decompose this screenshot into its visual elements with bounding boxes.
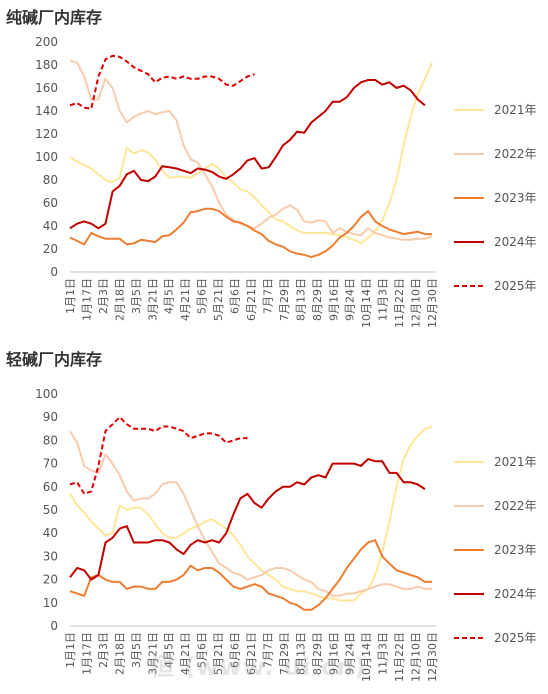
chart-title-light-soda: 轻碱厂内库存 bbox=[6, 350, 103, 369]
y-tick-label: 160 bbox=[35, 81, 58, 95]
x-tick-label: 6月21日 bbox=[245, 278, 258, 321]
legend-label: 2025年 bbox=[494, 631, 537, 645]
legend-label: 2022年 bbox=[494, 147, 537, 161]
series-line-0 bbox=[69, 425, 433, 602]
y-tick-label: 20 bbox=[43, 242, 58, 256]
series-line-1 bbox=[69, 430, 432, 597]
series-line-4 bbox=[69, 416, 248, 495]
legend-label: 2022年 bbox=[494, 499, 537, 513]
y-tick-label: 20 bbox=[43, 573, 58, 587]
legend-label: 2024年 bbox=[494, 235, 537, 249]
x-tick-label: 2月3日 bbox=[97, 278, 110, 314]
legend-label: 2021年 bbox=[494, 455, 537, 469]
x-tick-label: 9月24日 bbox=[344, 632, 357, 675]
legend-label: 2021年 bbox=[494, 103, 537, 117]
legend-label: 2023年 bbox=[494, 191, 537, 205]
y-tick-label: 70 bbox=[43, 457, 58, 471]
x-tick-label: 1月1日 bbox=[64, 278, 77, 314]
x-tick-label: 2月18日 bbox=[113, 278, 126, 321]
x-tick-label: 9月16日 bbox=[327, 278, 340, 321]
x-tick-label: 12月30日 bbox=[426, 278, 439, 328]
light-soda-inventory-chart: 0 10 20 30 40 50 60 70 80 90 100 1月1日 1月17日 2月3日 2月18日… bbox=[35, 387, 537, 682]
x-tick-label: 8月29日 bbox=[311, 632, 324, 675]
x-tick-label: 8月13日 bbox=[294, 632, 307, 675]
y-tick-label: 0 bbox=[50, 265, 58, 279]
y-tick-label: 60 bbox=[43, 480, 58, 494]
x-tick-label: 12月10日 bbox=[410, 278, 423, 328]
x-tick-label: 3月21日 bbox=[146, 632, 159, 675]
x-tick-label: 1月1日 bbox=[64, 632, 77, 668]
legend-label: 2024年 bbox=[494, 587, 537, 601]
y-tick-label: 40 bbox=[43, 219, 58, 233]
x-tick-label: 7月29日 bbox=[278, 278, 291, 321]
x-tick-label: 11月3日 bbox=[377, 632, 390, 675]
x-tick-label: 1月17日 bbox=[80, 278, 93, 321]
series-line-4 bbox=[69, 54, 255, 110]
series-line-0 bbox=[69, 62, 433, 245]
x-tick-label: 7月29日 bbox=[278, 632, 291, 675]
series-line-1 bbox=[69, 59, 433, 241]
x-tick-label: 8月29日 bbox=[311, 278, 324, 321]
y-tick-label: 200 bbox=[35, 35, 58, 49]
x-tick-label: 5月21日 bbox=[212, 278, 225, 321]
y-tick-label: 100 bbox=[35, 150, 58, 164]
x-tick-label: 4月21日 bbox=[179, 632, 192, 675]
y-tick-label: 90 bbox=[43, 410, 58, 424]
watermark: 恒 (www. ui.cn) bbox=[150, 653, 367, 681]
x-tick-label: 6月6日 bbox=[229, 278, 242, 314]
x-tick-label: 5月6日 bbox=[196, 278, 209, 314]
x-tick-label: 6月6日 bbox=[229, 632, 242, 668]
x-tick-label: 2月18日 bbox=[113, 632, 126, 675]
x-tick-label: 10月14日 bbox=[360, 278, 373, 328]
x-tick-label: 5月21日 bbox=[212, 632, 225, 675]
y-tick-label: 120 bbox=[35, 127, 58, 141]
x-tick-label: 6月21日 bbox=[245, 632, 258, 675]
x-tick-label: 4月21日 bbox=[179, 278, 192, 321]
x-tick-label: 11月3日 bbox=[377, 278, 390, 321]
x-tick-label: 5月6日 bbox=[196, 632, 209, 668]
x-tick-label: 3月21日 bbox=[146, 278, 159, 321]
x-tick-label: 7月7日 bbox=[261, 632, 274, 668]
y-tick-label: 50 bbox=[43, 503, 58, 517]
x-tick-label: 3月5日 bbox=[130, 278, 143, 314]
x-tick-label: 1月17日 bbox=[80, 632, 93, 675]
x-tick-label: 7月7日 bbox=[261, 278, 274, 314]
y-tick-label: 0 bbox=[50, 619, 58, 633]
y-tick-label: 80 bbox=[43, 433, 58, 447]
series-line-3 bbox=[69, 458, 426, 581]
soda-ash-inventory-chart: 0 20 40 60 80 100 120 140 160 180 200 1月1日 1月17日 2月3日… bbox=[35, 35, 537, 328]
y-tick-label: 30 bbox=[43, 549, 58, 563]
series-line-2 bbox=[69, 539, 432, 611]
y-tick-label: 180 bbox=[35, 58, 58, 72]
x-tick-label: 12月30日 bbox=[426, 632, 439, 682]
y-tick-label: 60 bbox=[43, 196, 58, 210]
y-tick-label: 10 bbox=[43, 596, 58, 610]
x-tick-label: 8月13日 bbox=[294, 278, 307, 321]
series-line-2 bbox=[69, 207, 432, 259]
x-tick-label: 11月22日 bbox=[393, 278, 406, 328]
x-tick-label: 3月5日 bbox=[130, 632, 143, 668]
series-line-3 bbox=[69, 79, 426, 230]
x-tick-label: 11月22日 bbox=[393, 632, 406, 682]
x-tick-label: 2月3日 bbox=[97, 632, 110, 668]
legend-label: 2025年 bbox=[494, 279, 537, 293]
y-tick-label: 140 bbox=[35, 104, 58, 118]
y-tick-label: 40 bbox=[43, 526, 58, 540]
x-tick-label: 9月24日 bbox=[344, 278, 357, 321]
x-tick-label: 10月14日 bbox=[360, 632, 373, 682]
x-tick-label: 4月5日 bbox=[163, 632, 176, 668]
x-tick-label: 12月10日 bbox=[410, 632, 423, 682]
x-tick-label: 9月16日 bbox=[327, 632, 340, 675]
chart-title-soda-ash: 纯碱厂内库存 bbox=[6, 8, 103, 27]
x-tick-label: 4月5日 bbox=[163, 278, 176, 314]
legend-label: 2023年 bbox=[494, 543, 537, 557]
y-tick-label: 100 bbox=[35, 387, 58, 401]
y-tick-label: 80 bbox=[43, 173, 58, 187]
